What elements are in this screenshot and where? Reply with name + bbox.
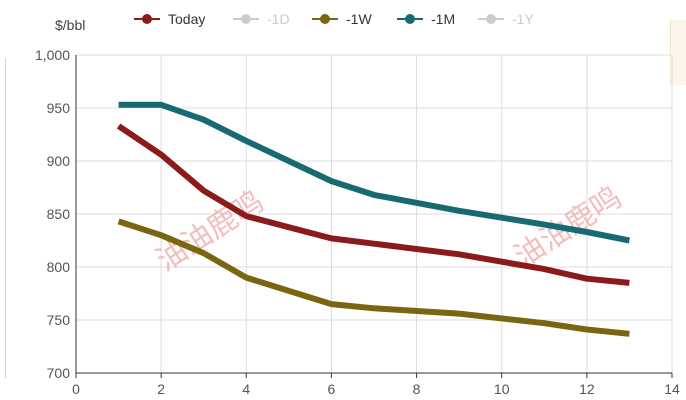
- series-lines: [116, 101, 630, 337]
- x-tick-label: 0: [72, 381, 80, 397]
- legend-label: -1D: [267, 11, 290, 27]
- y-tick-label: 900: [47, 153, 71, 169]
- series-line-3: [118, 101, 630, 244]
- series-line-2: [117, 218, 630, 337]
- legend-item-3[interactable]: -1M: [397, 11, 455, 27]
- legend-label: -1Y: [512, 11, 534, 27]
- series-line-0: [116, 123, 630, 286]
- x-tick-label: 2: [157, 381, 165, 397]
- axes: [75, 55, 673, 378]
- legend-label: -1M: [431, 11, 455, 27]
- y-tick-label: 700: [47, 365, 71, 381]
- legend-item-0[interactable]: Today: [134, 11, 205, 27]
- legend-marker: [241, 14, 251, 24]
- legend-marker: [405, 14, 415, 24]
- y-tick-label: 1,000: [35, 47, 70, 63]
- y-tick-label: 750: [47, 312, 71, 328]
- y-tick-label: 800: [47, 259, 71, 275]
- legend-item-2[interactable]: -1W: [312, 11, 372, 27]
- watermark-left: 油油鹿鸣: [151, 185, 270, 278]
- legend: Today -1D -1W -1M -1Y: [134, 11, 534, 27]
- x-tick-label: 4: [242, 381, 250, 397]
- legend-marker: [320, 14, 330, 24]
- legend-label: -1W: [346, 11, 372, 27]
- legend-label: Today: [168, 11, 205, 27]
- y-tick-label: 950: [47, 100, 71, 116]
- legend-item-4[interactable]: -1Y: [478, 11, 534, 27]
- left-divider: [5, 58, 6, 378]
- x-tick-label: 14: [664, 381, 680, 397]
- x-axis-ticks: 0 2 4 6 8 10 12 14: [72, 381, 680, 397]
- side-panel-handle[interactable]: [670, 20, 686, 85]
- legend-item-1[interactable]: -1D: [233, 11, 290, 27]
- x-tick-label: 10: [494, 381, 510, 397]
- x-tick-label: 8: [413, 381, 421, 397]
- legend-marker: [142, 14, 152, 24]
- x-tick-label: 12: [579, 381, 595, 397]
- y-axis-ticks: 700 750 800 850 900 950 1,000: [35, 47, 70, 381]
- y-axis-unit-label: $/bbl: [55, 17, 85, 33]
- y-tick-label: 850: [47, 206, 71, 222]
- legend-marker: [486, 14, 496, 24]
- x-tick-label: 6: [328, 381, 336, 397]
- grid-lines: [76, 54, 673, 374]
